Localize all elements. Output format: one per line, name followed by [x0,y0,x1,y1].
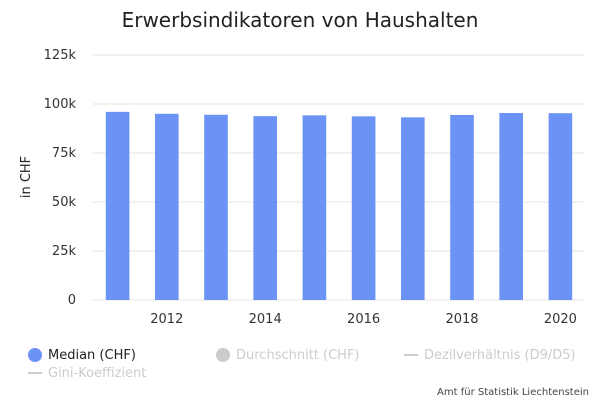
x-tick-label: 2012 [150,312,183,327]
bar[interactable] [499,113,524,301]
y-tick-label: 75k [52,146,77,161]
legend-label: Median (CHF) [48,348,136,363]
bar[interactable] [302,115,327,300]
x-tick-label: 2020 [544,312,577,327]
legend: Median (CHF) Durchschnitt (CHF) Dezilverhä… [28,348,576,381]
chart-title: Erwerbsindikatoren von Haushalten [122,8,479,32]
legend-item[interactable]: Gini-Koeffizient [28,366,146,381]
bar[interactable] [400,117,425,300]
legend-item[interactable]: Dezilverhältnis (D9/D5) [404,348,576,363]
bar-series-median[interactable] [105,111,573,301]
bar[interactable] [105,111,130,300]
bar[interactable] [204,114,228,300]
legend-label: Dezilverhältnis (D9/D5) [424,348,576,363]
legend-circle-icon [28,348,42,362]
legend-item[interactable]: Durchschnitt (CHF) [216,348,360,363]
bar[interactable] [154,113,179,300]
y-tick-label: 25k [52,244,77,259]
bar[interactable] [253,116,278,300]
bar[interactable] [450,114,474,300]
y-tick-labels: 0 25k 50k 75k 100k 125k [44,48,77,308]
x-tick-label: 2018 [445,312,478,327]
legend-item[interactable]: Median (CHF) [28,348,136,363]
x-tick-labels: 2012 2014 2016 2018 2020 [150,312,577,327]
y-tick-label: 50k [52,195,77,210]
legend-circle-icon [216,348,230,362]
source-credit: Amt für Statistik Liechtenstein [437,387,589,398]
x-tick-label: 2014 [249,312,282,327]
y-tick-label: 125k [44,48,77,63]
bar[interactable] [548,113,573,300]
x-tick-label: 2016 [347,312,380,327]
y-tick-label: 100k [44,97,77,112]
bar[interactable] [351,116,376,301]
legend-label: Durchschnitt (CHF) [236,348,360,363]
y-axis-label: in CHF [19,156,34,198]
y-tick-label: 0 [68,293,76,308]
legend-label: Gini-Koeffizient [48,366,146,381]
